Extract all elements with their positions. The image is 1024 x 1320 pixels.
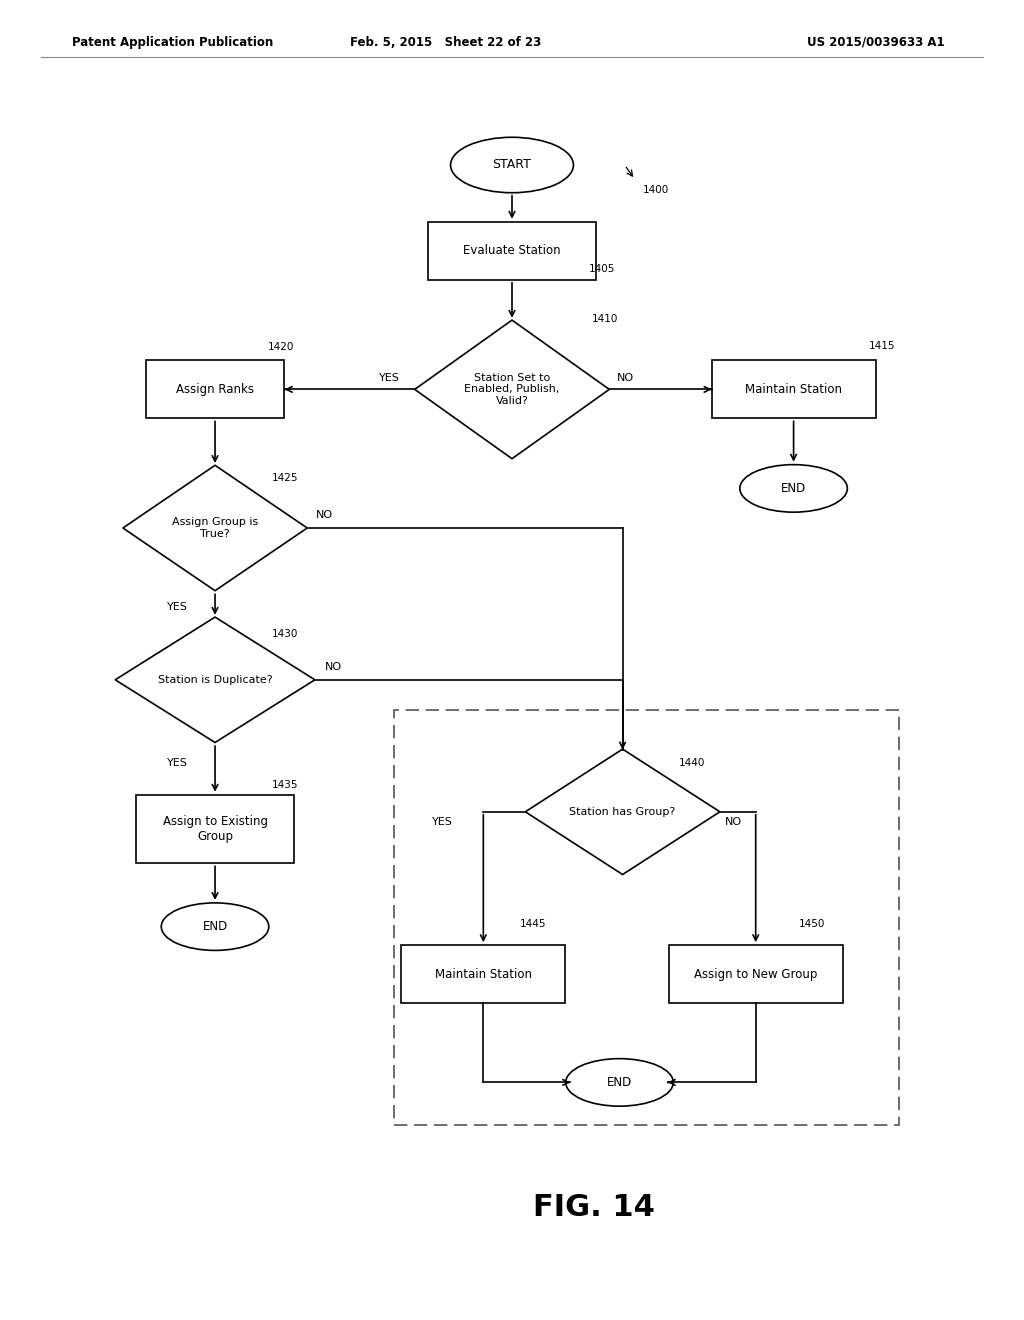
Text: Assign Ranks: Assign Ranks: [176, 383, 254, 396]
Text: 1445: 1445: [520, 919, 547, 929]
Text: NO: NO: [616, 372, 634, 383]
Text: 1415: 1415: [868, 341, 895, 351]
Text: Station Set to
Enabled, Publish,
Valid?: Station Set to Enabled, Publish, Valid?: [464, 372, 560, 407]
Text: YES: YES: [167, 602, 187, 612]
Text: 1435: 1435: [271, 780, 298, 791]
Text: Assign to New Group: Assign to New Group: [694, 968, 817, 981]
Text: NO: NO: [725, 817, 742, 828]
Text: 1430: 1430: [271, 628, 298, 639]
Text: 1405: 1405: [589, 264, 615, 275]
Text: 1420: 1420: [268, 342, 295, 352]
Text: START: START: [493, 158, 531, 172]
Text: Maintain Station: Maintain Station: [435, 968, 531, 981]
Text: NO: NO: [315, 510, 333, 520]
Text: END: END: [203, 920, 227, 933]
Text: END: END: [781, 482, 806, 495]
Text: Evaluate Station: Evaluate Station: [463, 244, 561, 257]
Text: Station is Duplicate?: Station is Duplicate?: [158, 675, 272, 685]
Text: YES: YES: [432, 817, 453, 828]
Text: Patent Application Publication: Patent Application Publication: [72, 36, 273, 49]
Text: NO: NO: [325, 661, 342, 672]
Text: YES: YES: [379, 372, 399, 383]
Text: 1425: 1425: [271, 473, 298, 483]
Text: END: END: [607, 1076, 632, 1089]
Text: FIG. 14: FIG. 14: [532, 1193, 655, 1222]
Text: Station has Group?: Station has Group?: [569, 807, 676, 817]
Text: 1400: 1400: [643, 185, 670, 195]
Text: 1450: 1450: [799, 919, 825, 929]
Text: Feb. 5, 2015   Sheet 22 of 23: Feb. 5, 2015 Sheet 22 of 23: [350, 36, 541, 49]
Text: Maintain Station: Maintain Station: [745, 383, 842, 396]
Text: Assign to Existing
Group: Assign to Existing Group: [163, 814, 267, 843]
Text: Assign Group is
True?: Assign Group is True?: [172, 517, 258, 539]
Text: YES: YES: [167, 758, 187, 768]
Text: 1410: 1410: [592, 314, 618, 325]
Text: US 2015/0039633 A1: US 2015/0039633 A1: [807, 36, 944, 49]
Text: 1440: 1440: [679, 758, 706, 768]
